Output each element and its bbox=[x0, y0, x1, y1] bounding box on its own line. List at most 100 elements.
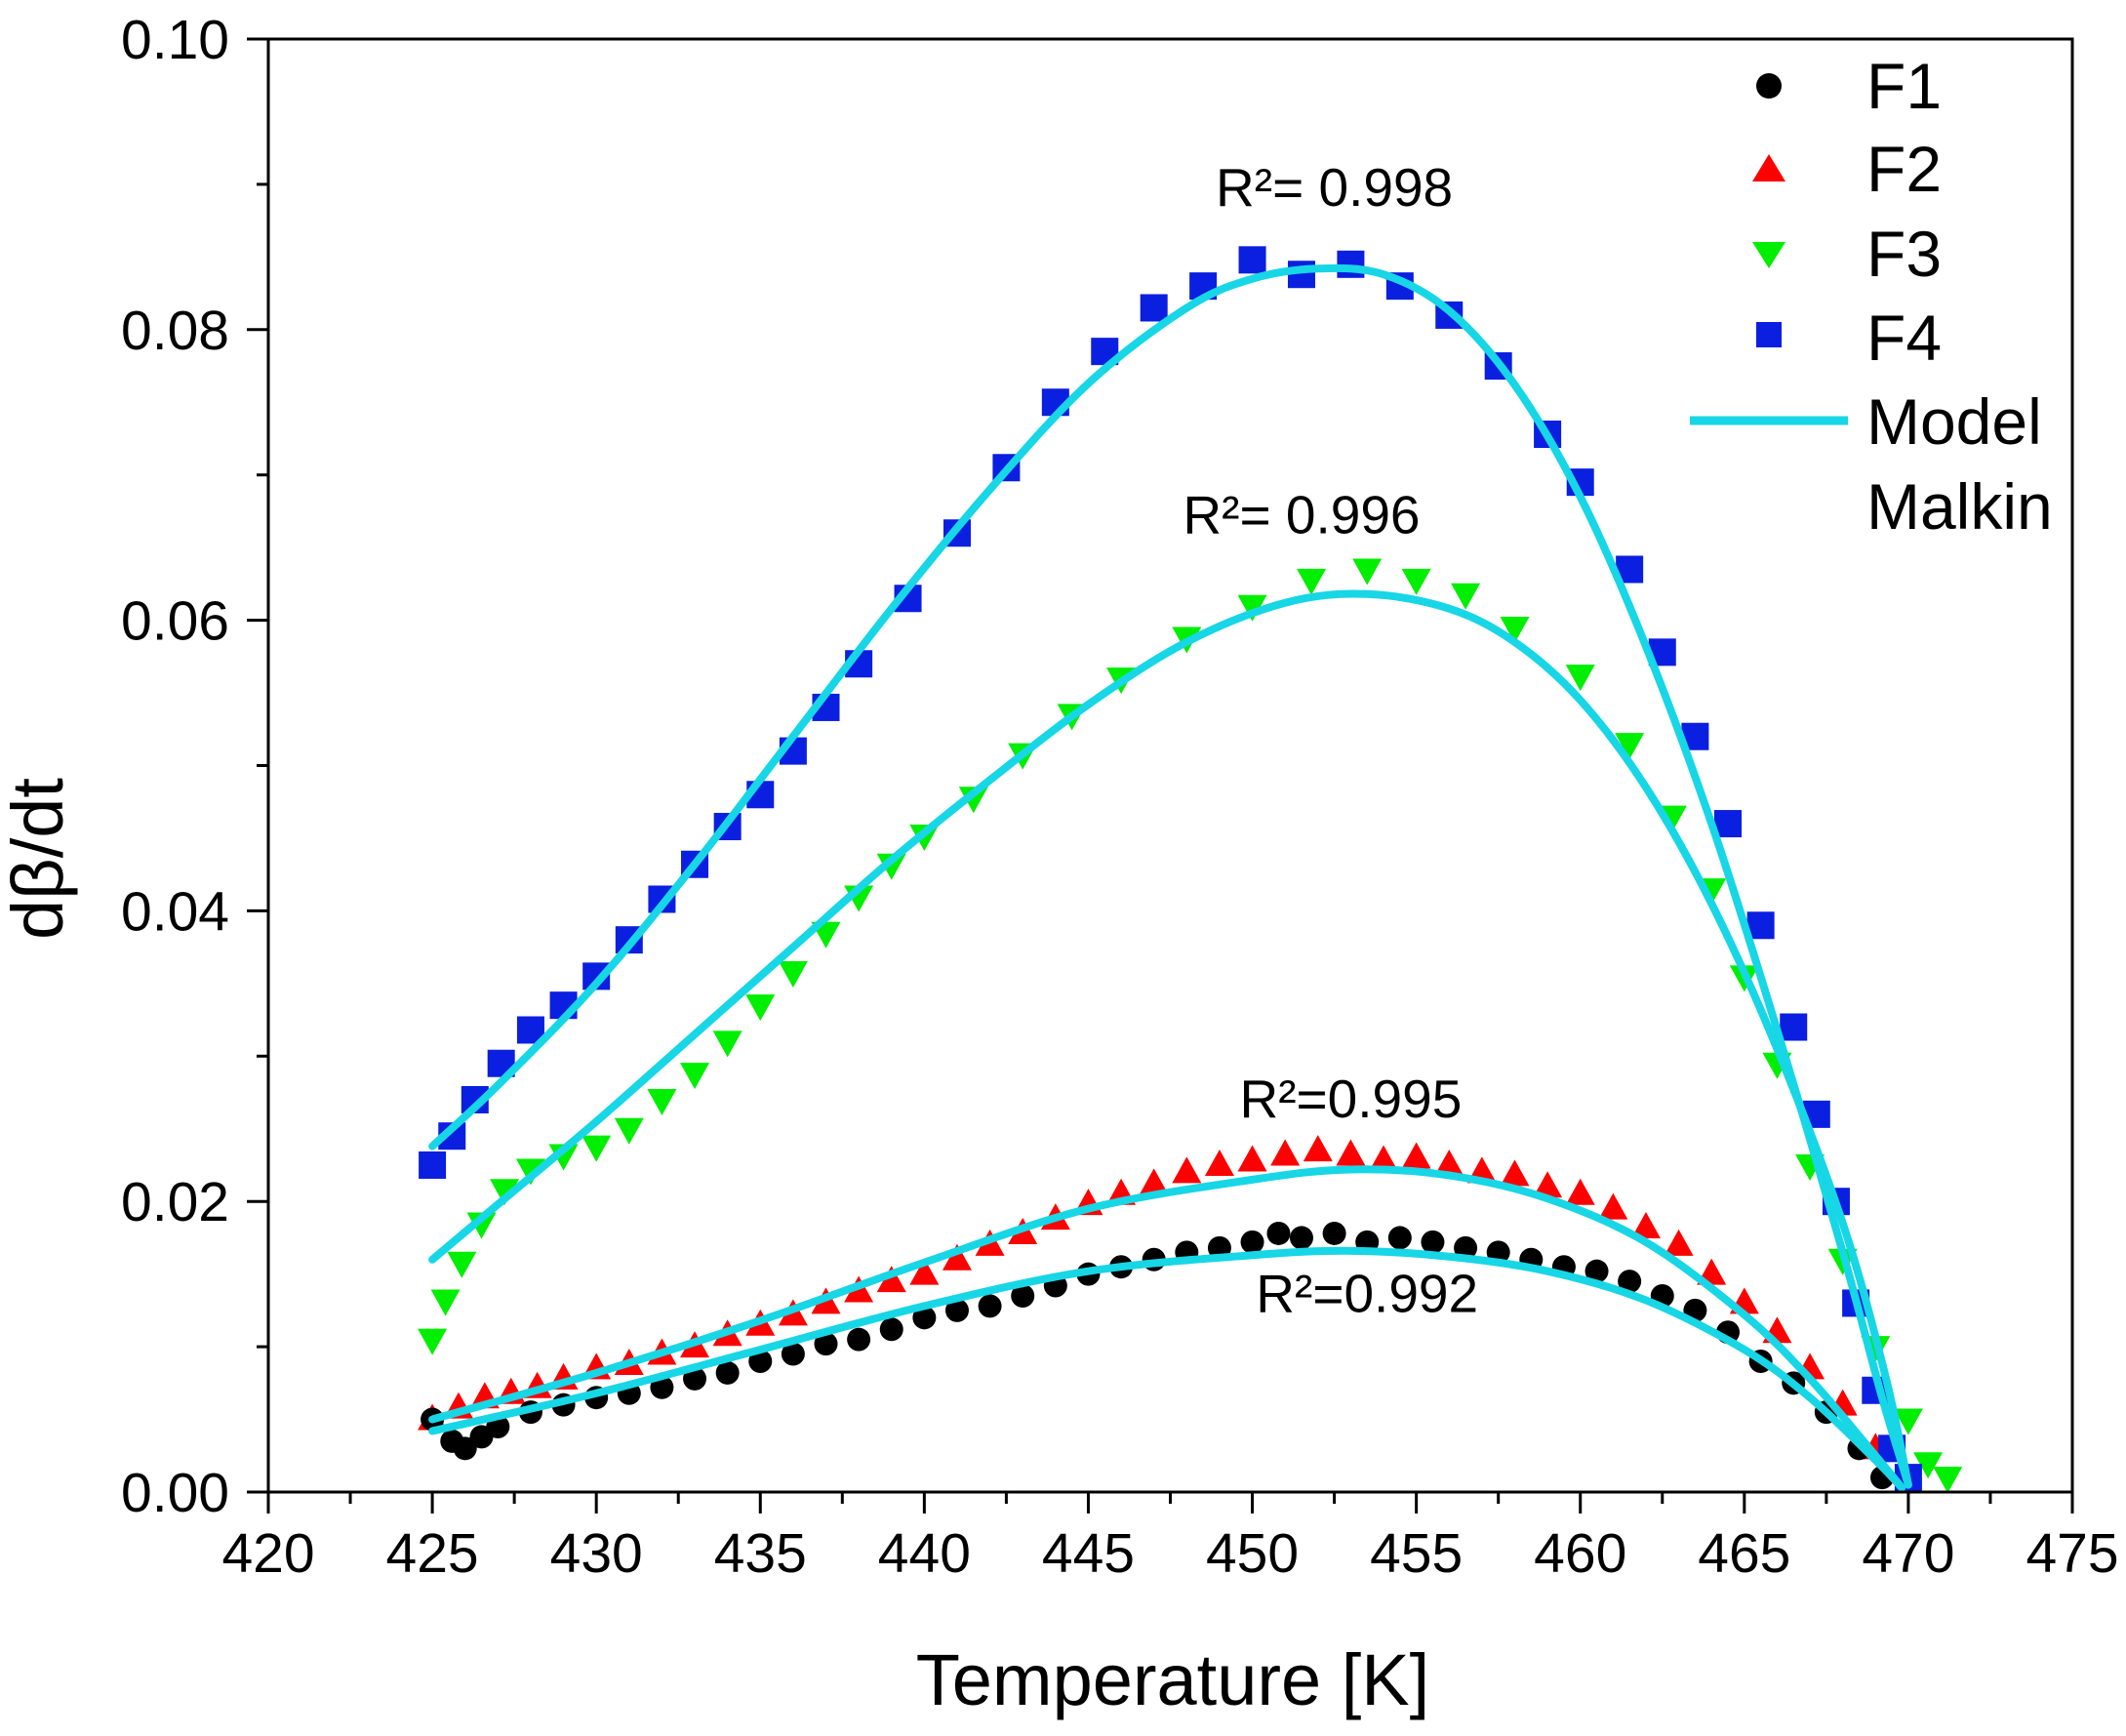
data-point-f1 bbox=[1584, 1259, 1609, 1283]
data-point-f3 bbox=[1297, 568, 1327, 595]
data-point-f1 bbox=[847, 1327, 871, 1352]
data-point-f1 bbox=[978, 1294, 1002, 1318]
data-point-f3 bbox=[490, 1179, 520, 1206]
data-point-f4 bbox=[1714, 810, 1743, 838]
legend-label-malkin: Malkin bbox=[1866, 470, 2053, 543]
legend-label-f3: F3 bbox=[1866, 218, 1942, 290]
legend-label-model: Model bbox=[1866, 385, 2042, 458]
legend-marker-f3 bbox=[1752, 242, 1785, 268]
data-point-f3 bbox=[958, 787, 988, 814]
data-point-f3 bbox=[430, 1289, 461, 1316]
data-point-f3 bbox=[1893, 1408, 1923, 1435]
data-point-f4 bbox=[1780, 1013, 1808, 1041]
data-point-f3 bbox=[712, 1030, 742, 1058]
data-point-f1 bbox=[1454, 1235, 1478, 1260]
data-point-f2 bbox=[942, 1243, 972, 1271]
plot-frame bbox=[266, 37, 2074, 1494]
x-tick-label: 470 bbox=[1862, 1522, 1954, 1585]
data-point-f2 bbox=[1598, 1192, 1628, 1220]
x-tick-label: 475 bbox=[2026, 1522, 2118, 1585]
data-point-f3 bbox=[614, 1117, 644, 1145]
data-point-f2 bbox=[876, 1266, 906, 1293]
x-tick-label: 430 bbox=[550, 1522, 643, 1585]
r-squared-label: R²= 0.996 bbox=[1183, 484, 1420, 545]
data-point-f1 bbox=[781, 1342, 805, 1366]
x-tick-label: 420 bbox=[221, 1522, 314, 1585]
data-point-f3 bbox=[778, 960, 808, 988]
r-squared-label: R²=0.992 bbox=[1256, 1263, 1478, 1323]
data-point-f1 bbox=[1240, 1230, 1264, 1254]
x-tick-label: 435 bbox=[714, 1522, 807, 1585]
data-point-f4 bbox=[419, 1151, 447, 1179]
data-point-f1 bbox=[912, 1306, 937, 1330]
data-point-f2 bbox=[1336, 1139, 1366, 1166]
y-tick-label: 0.08 bbox=[121, 300, 229, 362]
legend-label-f4: F4 bbox=[1866, 302, 1942, 374]
model-line-f3 bbox=[428, 589, 1912, 1489]
plot-area bbox=[418, 246, 1963, 1494]
data-point-f3 bbox=[1352, 558, 1383, 585]
y-tick-label: 0.10 bbox=[121, 9, 229, 71]
data-point-f2 bbox=[1303, 1135, 1333, 1162]
data-point-f2 bbox=[909, 1258, 940, 1285]
x-tick-label: 455 bbox=[1370, 1522, 1463, 1585]
data-point-f3 bbox=[466, 1212, 497, 1239]
data-point-f2 bbox=[1500, 1159, 1530, 1187]
data-point-f2 bbox=[1139, 1168, 1169, 1195]
x-axis-ticks: 420 425 430 435 440 445 450 455 460 465 470 475 bbox=[221, 1492, 2119, 1585]
data-point-f3 bbox=[418, 1328, 448, 1355]
data-point-f3 bbox=[1615, 733, 1645, 760]
x-tick-label: 425 bbox=[386, 1522, 479, 1585]
legend-marker-f4 bbox=[1756, 322, 1782, 347]
data-point-f3 bbox=[447, 1251, 477, 1278]
data-point-f2 bbox=[1565, 1178, 1595, 1205]
data-point-f1 bbox=[715, 1360, 740, 1385]
data-point-f3 bbox=[1451, 583, 1481, 610]
data-point-f3 bbox=[745, 994, 776, 1022]
data-point-f3 bbox=[1913, 1452, 1944, 1479]
data-point-f3 bbox=[1565, 665, 1595, 692]
data-point-f1 bbox=[1421, 1230, 1445, 1254]
data-point-f3 bbox=[647, 1088, 677, 1115]
data-point-f1 bbox=[1387, 1226, 1412, 1250]
model-line-f4 bbox=[428, 263, 1912, 1489]
x-tick-label: 440 bbox=[878, 1522, 971, 1585]
data-point-f1 bbox=[748, 1349, 773, 1373]
legend-label-f1: F1 bbox=[1866, 50, 1942, 122]
x-tick-label: 445 bbox=[1042, 1522, 1135, 1585]
data-point-f1 bbox=[453, 1436, 477, 1461]
x-tick-label: 460 bbox=[1534, 1522, 1626, 1585]
legend-label-f2: F2 bbox=[1866, 133, 1942, 205]
x-tick-label: 465 bbox=[1698, 1522, 1790, 1585]
data-point-f2 bbox=[1434, 1149, 1464, 1176]
data-point-f1 bbox=[1322, 1221, 1346, 1245]
y-tick-label: 0.02 bbox=[121, 1171, 229, 1233]
data-points bbox=[418, 246, 1963, 1494]
data-point-f1 bbox=[1266, 1221, 1291, 1245]
data-point-f2 bbox=[1369, 1145, 1399, 1172]
y-tick-label: 0.00 bbox=[121, 1462, 229, 1524]
data-point-f1 bbox=[879, 1317, 903, 1342]
data-point-f2 bbox=[1401, 1142, 1431, 1169]
data-point-f2 bbox=[1664, 1229, 1694, 1256]
x-axis-title: Temperature [K] bbox=[916, 1639, 1429, 1720]
data-point-f3 bbox=[582, 1135, 612, 1162]
data-point-f3 bbox=[876, 853, 906, 880]
data-point-f4 bbox=[1140, 294, 1168, 322]
data-point-f1 bbox=[1011, 1283, 1035, 1308]
data-point-f2 bbox=[1172, 1156, 1202, 1184]
data-point-f4 bbox=[1337, 250, 1365, 278]
data-point-f4 bbox=[1238, 246, 1266, 274]
data-point-f3 bbox=[1401, 568, 1431, 595]
data-point-f2 bbox=[1270, 1139, 1301, 1166]
data-point-f1 bbox=[1289, 1226, 1313, 1250]
r-squared-label: R²=0.995 bbox=[1240, 1069, 1463, 1129]
r-squared-label: R²= 0.998 bbox=[1216, 157, 1453, 218]
r-squared-annotations: R²= 0.998 R²= 0.996 R²=0.995 R²=0.992 bbox=[1183, 157, 1478, 1323]
data-point-f1 bbox=[814, 1332, 838, 1356]
data-point-f3 bbox=[680, 1063, 710, 1090]
data-point-f1 bbox=[944, 1298, 969, 1322]
model-line-f1 bbox=[428, 1246, 1906, 1492]
data-point-f3 bbox=[1237, 594, 1267, 622]
